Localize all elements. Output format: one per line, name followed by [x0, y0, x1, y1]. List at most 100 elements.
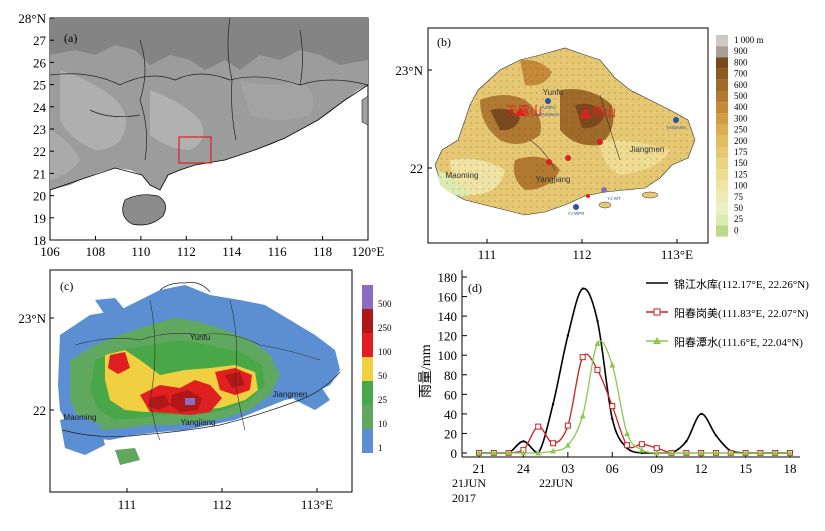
data-point-marker [550, 440, 557, 447]
panel-b-ytick-label: 22 [410, 161, 423, 176]
data-point-marker [594, 366, 601, 373]
panel-b-legend-swatch [716, 147, 728, 159]
data-point-marker [490, 450, 497, 456]
data-point-marker [624, 430, 631, 436]
series-2 [476, 340, 793, 456]
station-yj-wpr [573, 204, 579, 210]
panel-b-xtick-label: 111 [478, 247, 497, 262]
panel-d-y-ticks: 0 20 40 60 80 100 120 140 160 180 [438, 270, 467, 461]
panel-b-legend-swatch [716, 225, 728, 237]
panel-d-ytick-label: 180 [438, 270, 458, 285]
panel-a-xtick-label: 110 [131, 244, 150, 259]
panel-c-legend-swatch [362, 285, 373, 309]
panel-a-xtick-label: 114 [222, 244, 242, 259]
gauge-tanshui [546, 159, 552, 165]
panel-b-station-label: YJ WT [607, 196, 621, 201]
panel-c-legend-label: 250 [378, 323, 392, 333]
series-line [479, 340, 790, 454]
panel-b-legend-swatch [716, 57, 728, 69]
panel-b-place-label: Yunfu [543, 88, 563, 97]
panel-c-legend-swatch [362, 357, 373, 381]
panel-b-legend-label: 100 [734, 181, 748, 191]
data-point-marker [653, 445, 660, 452]
panel-b-legend-swatch [716, 180, 728, 192]
station-yunfu [545, 98, 551, 104]
panel-b-legend-label: 800 [734, 57, 748, 67]
panel-b-station-label: LONGWAN [536, 112, 559, 117]
panel-d-ytick-label: 120 [438, 329, 458, 344]
panel-b-legend-label: 500 [734, 91, 748, 101]
panel-c-x-ticks: 111 112 113°E [118, 488, 333, 512]
data-point-marker [787, 450, 793, 456]
data-point-marker [566, 334, 570, 337]
panel-b-legend-label: 25 [734, 214, 744, 224]
panel-a-ytick-label: 21 [33, 166, 46, 181]
panel-a-ytick-label: 28°N [18, 11, 46, 26]
panel-a-hainan [122, 194, 166, 226]
panel-a-mainland [50, 18, 368, 190]
panel-a-ytick-label: 20 [33, 189, 46, 204]
panel-c-map [49, 269, 353, 493]
data-point-marker [685, 440, 688, 443]
data-point-marker [757, 450, 764, 456]
panel-c-legend-label: 1 [378, 443, 383, 453]
panel-b-legend-swatch [716, 46, 728, 58]
panel-d-xtick-label: 06 [606, 461, 620, 476]
panel-b-legend-swatch [716, 191, 728, 203]
panel-b-legend-swatch [716, 203, 728, 215]
station-taishan [673, 117, 679, 123]
panel-b-place-label: 大雁山 [580, 105, 616, 119]
panel-a-xtick-label: 108 [86, 244, 106, 259]
panel-b-x-ticks: 111 112 113°E [478, 239, 693, 262]
panel-b-legend-swatch [716, 91, 728, 103]
panel-b-legend-label: 300 [734, 113, 748, 123]
panel-b-legend-label: 900 [734, 46, 748, 56]
panel-b-place-label: Jiangmen [630, 145, 665, 154]
panel-b-legend-label: 75 [734, 192, 744, 202]
data-point-marker [522, 440, 525, 443]
panel-d-xtick-label: 09 [650, 461, 663, 476]
panel-a-ytick-label: 25 [33, 78, 46, 93]
panel-d-ytick-label: 20 [444, 426, 457, 441]
panel-d-label: (d) [468, 281, 482, 295]
panel-c-place-label: Maoming [64, 413, 97, 422]
data-point-marker [579, 354, 586, 361]
panel-c-legend-label: 500 [378, 299, 392, 309]
panel-b-place-label: Maoming [446, 171, 479, 180]
panel-d-xtick-label: 03 [561, 461, 574, 476]
panel-a-ytick-label: 23 [33, 122, 46, 137]
panel-b-legend-swatch [716, 102, 728, 114]
data-point-marker [564, 442, 571, 448]
panel-a-map [49, 17, 369, 241]
panel-c-xtick-label: 113°E [301, 497, 333, 512]
data-point-marker [683, 450, 690, 456]
panel-a-ytick-label: 22 [33, 144, 46, 159]
panel-a-xtick-label: 118 [313, 244, 332, 259]
panel-c-legend: 500 250 100 50 25 10 1 [362, 285, 392, 453]
panel-c-ytick-label: 23°N [18, 311, 46, 326]
panel-d-ytick-label: 0 [451, 446, 458, 461]
panel-c-legend-swatch [362, 405, 373, 429]
data-point-marker [742, 450, 749, 456]
panel-b-legend-label: 125 [734, 169, 748, 179]
panel-c-legend-swatch [362, 309, 373, 333]
panel-c-legend-label: 25 [378, 395, 388, 405]
panel-b-legend-swatch [716, 158, 728, 170]
panel-b-place-labels: Yunfu Maoming Yangjiang Jiangmen 天露山 大雁山 YUNFU… [446, 88, 686, 216]
panel-b-legend: 1 000 m900800700600500400300250200175150… [716, 35, 764, 237]
panel-b-legend-label: 700 [734, 69, 748, 79]
panel-d-xtick-label: 24 [517, 461, 531, 476]
panel-d-ytick-label: 100 [438, 348, 458, 363]
panel-c-legend-swatch [362, 381, 373, 405]
panel-b-legend-label: 50 [734, 203, 744, 213]
panel-b-ytick-label: 23°N [395, 63, 423, 78]
panel-b-label: (b) [437, 35, 451, 49]
panel-b-legend-label: 400 [734, 102, 748, 112]
panel-b-legend-swatch [716, 35, 728, 47]
panel-d-ytick-label: 80 [444, 368, 457, 383]
panel-c-legend-label: 50 [378, 371, 388, 381]
panel-d-ytick-label: 160 [438, 290, 458, 305]
data-point-marker [579, 412, 586, 419]
data-point-marker [564, 422, 571, 429]
panel-d-series [476, 287, 793, 456]
